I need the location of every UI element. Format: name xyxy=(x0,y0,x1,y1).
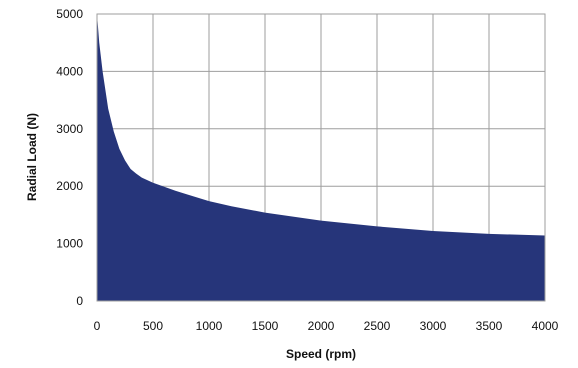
y-tick-label: 5000 xyxy=(56,7,83,21)
x-axis-ticks: 0 500 1000 1500 2000 2500 3000 3500 4000 xyxy=(94,319,559,333)
y-tick-label: 4000 xyxy=(56,64,83,78)
radial-load-area xyxy=(97,14,545,301)
plot-border xyxy=(96,13,546,302)
plot-frame xyxy=(96,13,546,302)
x-tick-label: 4000 xyxy=(532,319,559,333)
y-tick-label: 1000 xyxy=(56,237,83,251)
y-axis-title: Radial Load (N) xyxy=(25,113,39,201)
x-axis-title: Speed (rpm) xyxy=(286,347,356,361)
x-tick-label: 3000 xyxy=(420,319,447,333)
x-tick-label: 1000 xyxy=(196,319,223,333)
y-axis-ticks: 0 1000 2000 3000 4000 5000 xyxy=(56,7,83,308)
x-tick-label: 2500 xyxy=(364,319,391,333)
area-layer xyxy=(97,14,545,301)
x-tick-label: 3500 xyxy=(476,319,503,333)
x-tick-label: 0 xyxy=(94,319,101,333)
x-tick-label: 500 xyxy=(143,319,163,333)
x-tick-label: 1500 xyxy=(252,319,279,333)
y-tick-label: 3000 xyxy=(56,122,83,136)
y-tick-label: 2000 xyxy=(56,179,83,193)
x-tick-label: 2000 xyxy=(308,319,335,333)
y-tick-label: 0 xyxy=(76,294,83,308)
